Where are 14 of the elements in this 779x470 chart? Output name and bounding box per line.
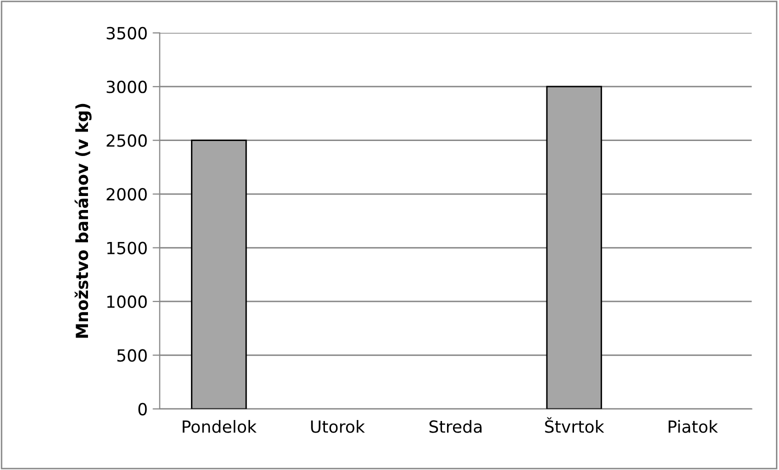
y-tick-label: 2500 xyxy=(106,134,147,147)
x-tick-label: Utorok xyxy=(311,420,365,433)
x-tick-label: Štvrtok xyxy=(545,417,604,433)
y-tick-label: 1500 xyxy=(107,242,147,254)
y-axis-title: Množstvo banánov (v kg) xyxy=(74,104,92,338)
x-tick-label: Pondelok xyxy=(182,420,257,433)
y-tick-label: 3500 xyxy=(106,26,147,40)
y-tick-label: 1000 xyxy=(107,295,147,308)
y-tick-label: 2000 xyxy=(106,188,147,201)
x-tick-label: Streda xyxy=(429,420,482,433)
y-tick-label: 3000 xyxy=(106,80,147,94)
y-tick-label: 500 xyxy=(117,349,147,362)
y-tick-label: 0 xyxy=(138,402,147,416)
x-tick-label: Piatok xyxy=(668,420,718,433)
